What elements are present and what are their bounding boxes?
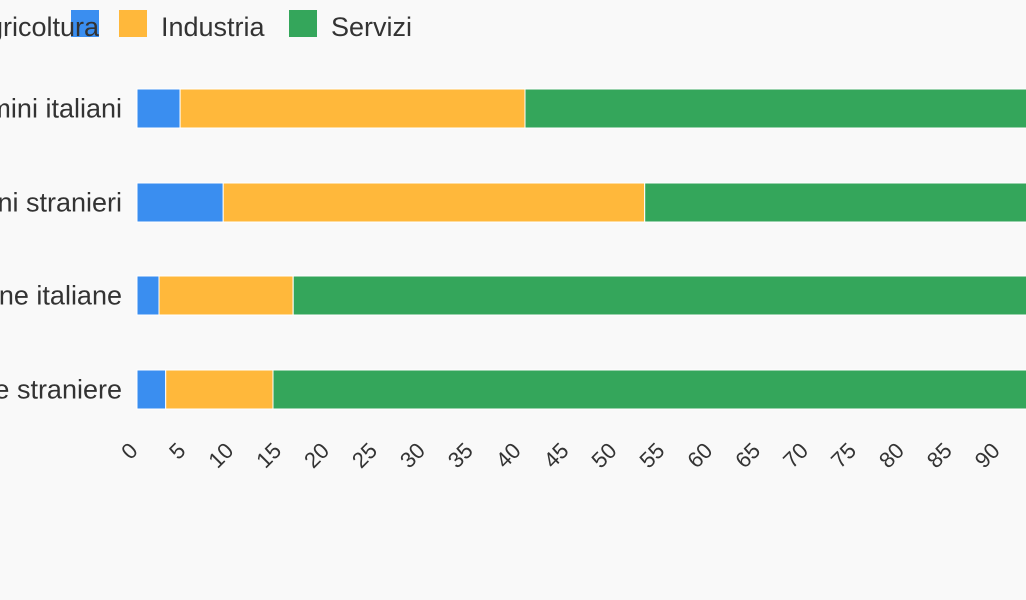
- bar-uomini-italiani-servizi: [524, 88, 1026, 129]
- x-tick-label-85: 85: [922, 438, 957, 473]
- bar-uomini-stranieri-servizi: [644, 182, 1026, 223]
- bar-uomini-italiani-agricoltura: [136, 88, 181, 129]
- legend-label-agricoltura: Agricoltura: [0, 12, 100, 42]
- legend-label-servizi: Servizi: [331, 12, 412, 42]
- x-tick-label-50: 50: [587, 438, 622, 473]
- legend-swatch-agricoltura: [71, 10, 99, 37]
- category-label-donne-italiane: Donne italiane: [0, 281, 122, 311]
- x-axis-ticks: 0 5 10 15 20 25 30 35 40 45 50 55 60 65 70 75 80 85 90: [116, 438, 1005, 473]
- chart-legend: Agricoltura Industria Servizi: [0, 10, 412, 42]
- x-tick-label-55: 55: [634, 438, 669, 473]
- x-tick-label-30: 30: [395, 438, 430, 473]
- x-tick-label-0: 0: [116, 438, 142, 464]
- x-tick-label-80: 80: [874, 438, 909, 473]
- category-label-donne-straniere: Donne straniere: [0, 375, 122, 405]
- bar-uomini-stranieri-industria: [222, 182, 646, 223]
- x-tick-label-90: 90: [970, 438, 1005, 473]
- x-tick-label-40: 40: [491, 438, 526, 473]
- x-tick-label-70: 70: [778, 438, 813, 473]
- bar-uomini-stranieri-agricoltura: [136, 182, 224, 223]
- bar-donne-italiane-agricoltura: [136, 275, 160, 316]
- x-tick-label-25: 25: [347, 438, 382, 473]
- bar-donne-straniere-servizi: [272, 369, 1026, 410]
- legend-swatch-servizi: [289, 10, 317, 37]
- x-tick-label-65: 65: [730, 438, 765, 473]
- bar-uomini-italiani-industria: [179, 88, 526, 129]
- x-tick-label-60: 60: [682, 438, 717, 473]
- category-label-uomini-stranieri: Uomini stranieri: [0, 188, 122, 218]
- bar-donne-straniere-agricoltura: [136, 369, 167, 410]
- x-tick-label-15: 15: [251, 438, 286, 473]
- x-tick-label-20: 20: [299, 438, 334, 473]
- legend-label-industria: Industria: [161, 12, 266, 42]
- x-tick-label-75: 75: [826, 438, 861, 473]
- category-label-uomini-italiani: Uomini italiani: [0, 94, 122, 124]
- category-labels: Uomini italiani Uomini stranieri Donne ita…: [0, 94, 122, 405]
- x-tick-label-45: 45: [539, 438, 574, 473]
- bar-donne-italiane-servizi: [292, 275, 1026, 316]
- bar-donne-italiane-industria: [158, 275, 294, 316]
- x-tick-label-5: 5: [164, 438, 190, 464]
- x-tick-label-35: 35: [443, 438, 478, 473]
- legend-swatch-industria: [119, 10, 147, 37]
- bars: [136, 88, 1026, 410]
- bar-donne-straniere-industria: [165, 369, 274, 410]
- x-tick-label-10: 10: [203, 438, 238, 473]
